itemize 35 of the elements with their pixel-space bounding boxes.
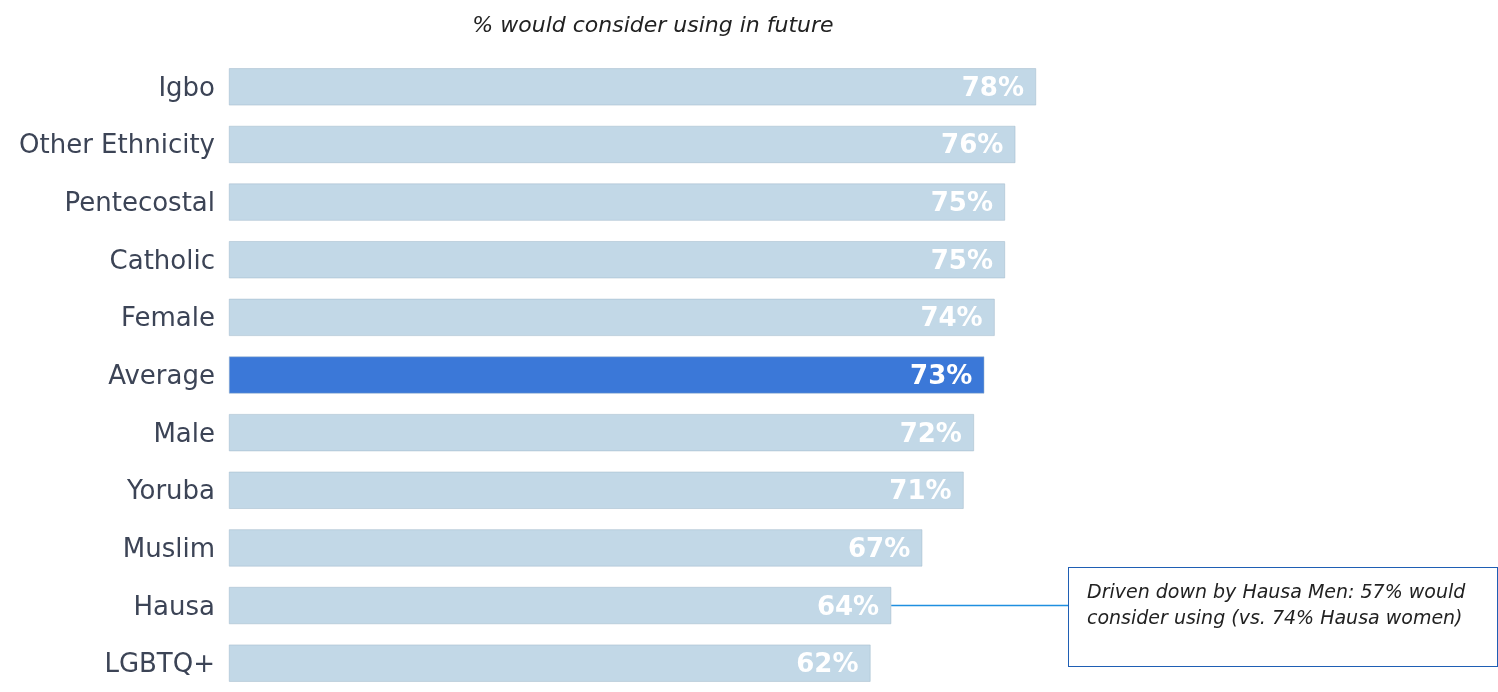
data-label: 73% [910,360,973,390]
y-tick-label: Male [153,417,215,448]
data-label: 67% [847,532,911,563]
bar [229,529,923,567]
data-label: 72% [899,417,962,448]
data-label: 78% [961,71,1024,102]
callout-box: Driven down by Hausa Men: 57% would consider using (vs. 74% Hausa women) [1068,567,1498,667]
bar [229,414,974,452]
bar [229,298,995,336]
y-tick-label: Hausa [133,590,215,621]
bar [229,644,871,682]
y-tick-label: LGBTQ+ [104,648,215,679]
bar [229,241,1005,279]
data-label: 64% [816,590,880,621]
bar [229,471,964,509]
data-label: 74% [920,302,983,333]
bar [229,68,1036,106]
data-label: 62% [796,648,859,679]
y-tick-label: Igbo [158,71,215,102]
y-tick-label: Muslim [122,532,215,563]
data-label: 76% [941,129,1004,160]
bar [229,356,985,394]
y-tick-label: Pentecostal [64,187,215,218]
bar [229,183,1005,221]
data-label: 75% [930,187,993,218]
y-tick-label: Other Ethnicity [19,129,215,160]
y-tick-label: Female [120,302,215,333]
data-label: 71% [889,475,952,506]
y-tick-label: Catholic [109,244,215,275]
bar [229,125,1016,163]
chart-title: % would consider using in future [472,11,834,37]
y-tick-label: Yoruba [126,475,215,506]
data-label: 75% [930,244,993,275]
bar [229,587,892,625]
y-tick-label: Average [108,360,215,390]
